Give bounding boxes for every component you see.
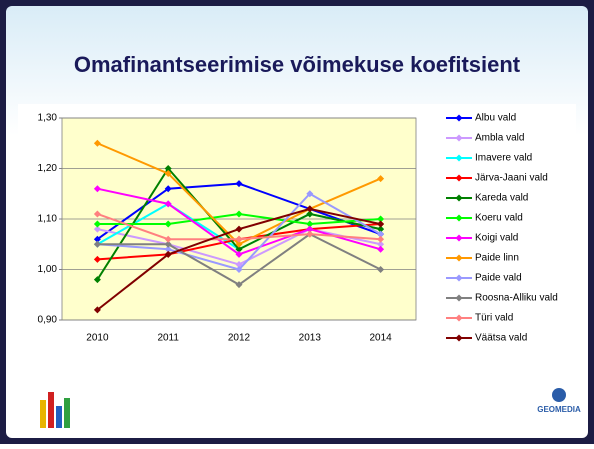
point-marker bbox=[377, 175, 385, 183]
x-tick-label: 2012 bbox=[228, 333, 251, 344]
x-tick-label: 2014 bbox=[369, 333, 392, 344]
point-marker bbox=[93, 139, 101, 147]
legend-label: Väätsa vald bbox=[475, 333, 527, 344]
point-marker bbox=[93, 276, 101, 284]
point-marker bbox=[377, 220, 385, 228]
legend-marker bbox=[455, 194, 463, 202]
point-marker bbox=[235, 225, 243, 233]
point-marker bbox=[93, 240, 101, 248]
slide-title: Omafinantseerimise võimekuse koefitsient bbox=[74, 52, 521, 77]
y-tick-label: 1,00 bbox=[38, 264, 58, 275]
point-marker bbox=[164, 235, 172, 243]
legend-label: Ambla vald bbox=[475, 133, 524, 144]
legend-label: Paide linn bbox=[475, 253, 519, 264]
point-marker bbox=[164, 250, 172, 258]
legend-marker bbox=[455, 154, 463, 162]
legend-label: Paide vald bbox=[475, 273, 522, 284]
x-tick-label: 2010 bbox=[86, 333, 109, 344]
x-tick-label: 2011 bbox=[157, 333, 179, 344]
y-tick-label: 1,10 bbox=[38, 214, 58, 225]
y-tick-label: 1,20 bbox=[38, 163, 58, 174]
pencil bbox=[40, 400, 46, 428]
point-marker bbox=[306, 190, 314, 198]
point-marker bbox=[377, 215, 385, 223]
point-marker bbox=[377, 266, 385, 273]
point-marker bbox=[164, 245, 172, 253]
point-marker bbox=[235, 210, 243, 218]
legend-marker bbox=[455, 314, 463, 322]
decoration bbox=[40, 392, 70, 428]
pencil bbox=[64, 398, 70, 428]
point-marker bbox=[164, 165, 172, 172]
legend-label: Koigi vald bbox=[475, 233, 518, 244]
legend-marker bbox=[455, 134, 463, 142]
point-marker bbox=[164, 240, 172, 248]
pencil bbox=[56, 406, 62, 428]
logo-text: GEOMEDIA bbox=[537, 405, 581, 414]
point-marker bbox=[235, 281, 243, 289]
legend-marker bbox=[455, 294, 463, 302]
point-marker bbox=[377, 235, 385, 243]
point-marker bbox=[164, 220, 172, 228]
point-marker bbox=[235, 250, 243, 258]
point-marker bbox=[164, 185, 172, 193]
point-marker bbox=[93, 210, 101, 218]
point-marker bbox=[164, 170, 172, 178]
legend-marker bbox=[455, 214, 463, 222]
point-marker bbox=[93, 225, 101, 233]
legend-marker bbox=[455, 254, 463, 262]
legend-marker bbox=[455, 114, 463, 122]
point-marker bbox=[164, 200, 172, 208]
y-tick-label: 0,90 bbox=[38, 315, 58, 326]
legend-marker bbox=[455, 234, 463, 242]
point-marker bbox=[235, 266, 243, 273]
point-marker bbox=[377, 240, 385, 248]
point-marker bbox=[235, 240, 243, 248]
point-marker bbox=[93, 235, 101, 243]
point-marker bbox=[235, 245, 243, 253]
logo-icon bbox=[552, 388, 566, 402]
point-marker bbox=[377, 245, 385, 253]
point-marker bbox=[93, 220, 101, 228]
point-marker bbox=[235, 180, 243, 188]
point-marker bbox=[377, 225, 385, 233]
legend-label: Türi vald bbox=[475, 313, 513, 324]
y-tick-label: 1,30 bbox=[38, 113, 58, 124]
legend-label: Albu vald bbox=[475, 113, 516, 124]
point-marker bbox=[306, 220, 314, 228]
legend-label: Roosna-Alliku vald bbox=[475, 293, 558, 304]
legend-marker bbox=[455, 174, 463, 182]
legend-marker bbox=[455, 274, 463, 282]
point-marker bbox=[235, 235, 243, 243]
point-marker bbox=[377, 230, 385, 238]
point-marker bbox=[306, 230, 314, 238]
point-marker bbox=[306, 205, 314, 213]
legend-label: Järva-Jaani vald bbox=[475, 173, 548, 184]
pencil bbox=[48, 392, 54, 428]
point-marker bbox=[306, 225, 314, 233]
point-marker bbox=[93, 306, 101, 314]
point-marker bbox=[93, 255, 101, 263]
legend-marker bbox=[455, 334, 463, 342]
x-tick-label: 2013 bbox=[299, 333, 322, 344]
legend-label: Kareda vald bbox=[475, 193, 528, 204]
point-marker bbox=[93, 185, 101, 193]
point-marker bbox=[306, 210, 314, 218]
legend-label: Koeru vald bbox=[475, 213, 523, 224]
legend-label: Imavere vald bbox=[475, 153, 532, 164]
